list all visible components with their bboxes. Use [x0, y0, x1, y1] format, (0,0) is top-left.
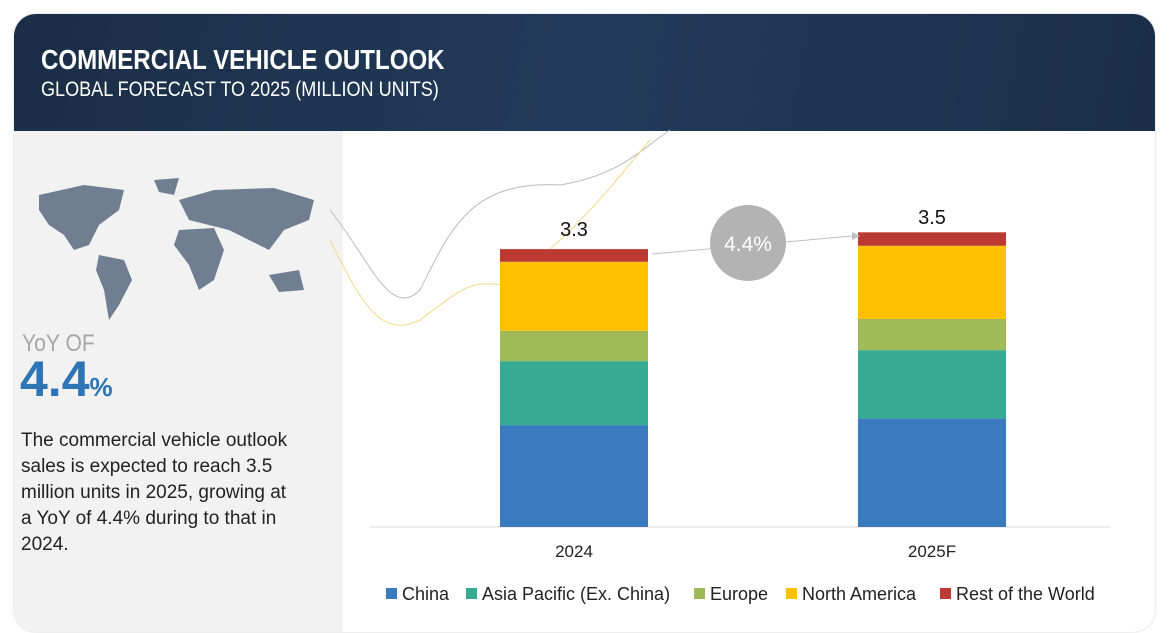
arrow-head-icon — [852, 232, 860, 240]
total-label-2024: 3.3 — [560, 219, 588, 241]
bar-segment-china-2025F — [858, 418, 1006, 527]
legend-swatch — [786, 588, 797, 599]
yoy-value: 4.4% — [20, 350, 113, 408]
legend-swatch — [694, 588, 705, 599]
world-map-icon — [39, 178, 314, 320]
x-tick-label: 2024 — [555, 542, 593, 561]
decorative-curve — [329, 139, 651, 326]
bar-segment-asia-pacific-ex-china--2024 — [500, 361, 648, 426]
legend-label: North America — [802, 584, 917, 604]
bar-segment-asia-pacific-ex-china--2025F — [858, 350, 1006, 419]
header-banner: COMMERCIAL VEHICLE OUTLOOK GLOBAL FORECA… — [14, 14, 1155, 131]
bar-segment-north-america-2025F — [858, 245, 1006, 320]
total-label-2025: 3.5 — [918, 207, 946, 229]
legend-label: Rest of the World — [956, 584, 1095, 604]
bar-segment-north-america-2024 — [500, 261, 648, 331]
bar-segment-europe-2025F — [858, 319, 1006, 351]
x-tick-label: 2025F — [908, 542, 956, 561]
bar-segment-europe-2024 — [500, 330, 648, 362]
legend-label: China — [402, 584, 450, 604]
growth-bubble — [710, 205, 786, 281]
bar-segment-china-2024 — [500, 425, 648, 527]
decorative-curve — [329, 129, 671, 299]
yoy-label: YoY OF — [22, 330, 95, 357]
legend-swatch — [940, 588, 951, 599]
legend: China Asia Pacific (Ex. China) Europe North… — [386, 584, 1095, 604]
legend-label: Asia Pacific (Ex. China) — [482, 584, 670, 604]
yoy-number: 4.4 — [20, 351, 90, 407]
yoy-unit: % — [89, 372, 113, 402]
bar-segment-rest-of-the-world-2025F — [858, 232, 1006, 246]
description-text: The commercial vehicle outlook sales is … — [21, 430, 288, 555]
legend-label: Europe — [710, 584, 768, 604]
bar-segment-rest-of-the-world-2024 — [500, 249, 648, 262]
legend-swatch — [466, 588, 477, 599]
growth-label: 4.4% — [724, 233, 772, 256]
page-title: COMMERCIAL VEHICLE OUTLOOK — [41, 44, 445, 75]
legend-swatch — [386, 588, 397, 599]
page-subtitle: GLOBAL FORECAST TO 2025 (MILLION UNITS) — [41, 78, 439, 101]
